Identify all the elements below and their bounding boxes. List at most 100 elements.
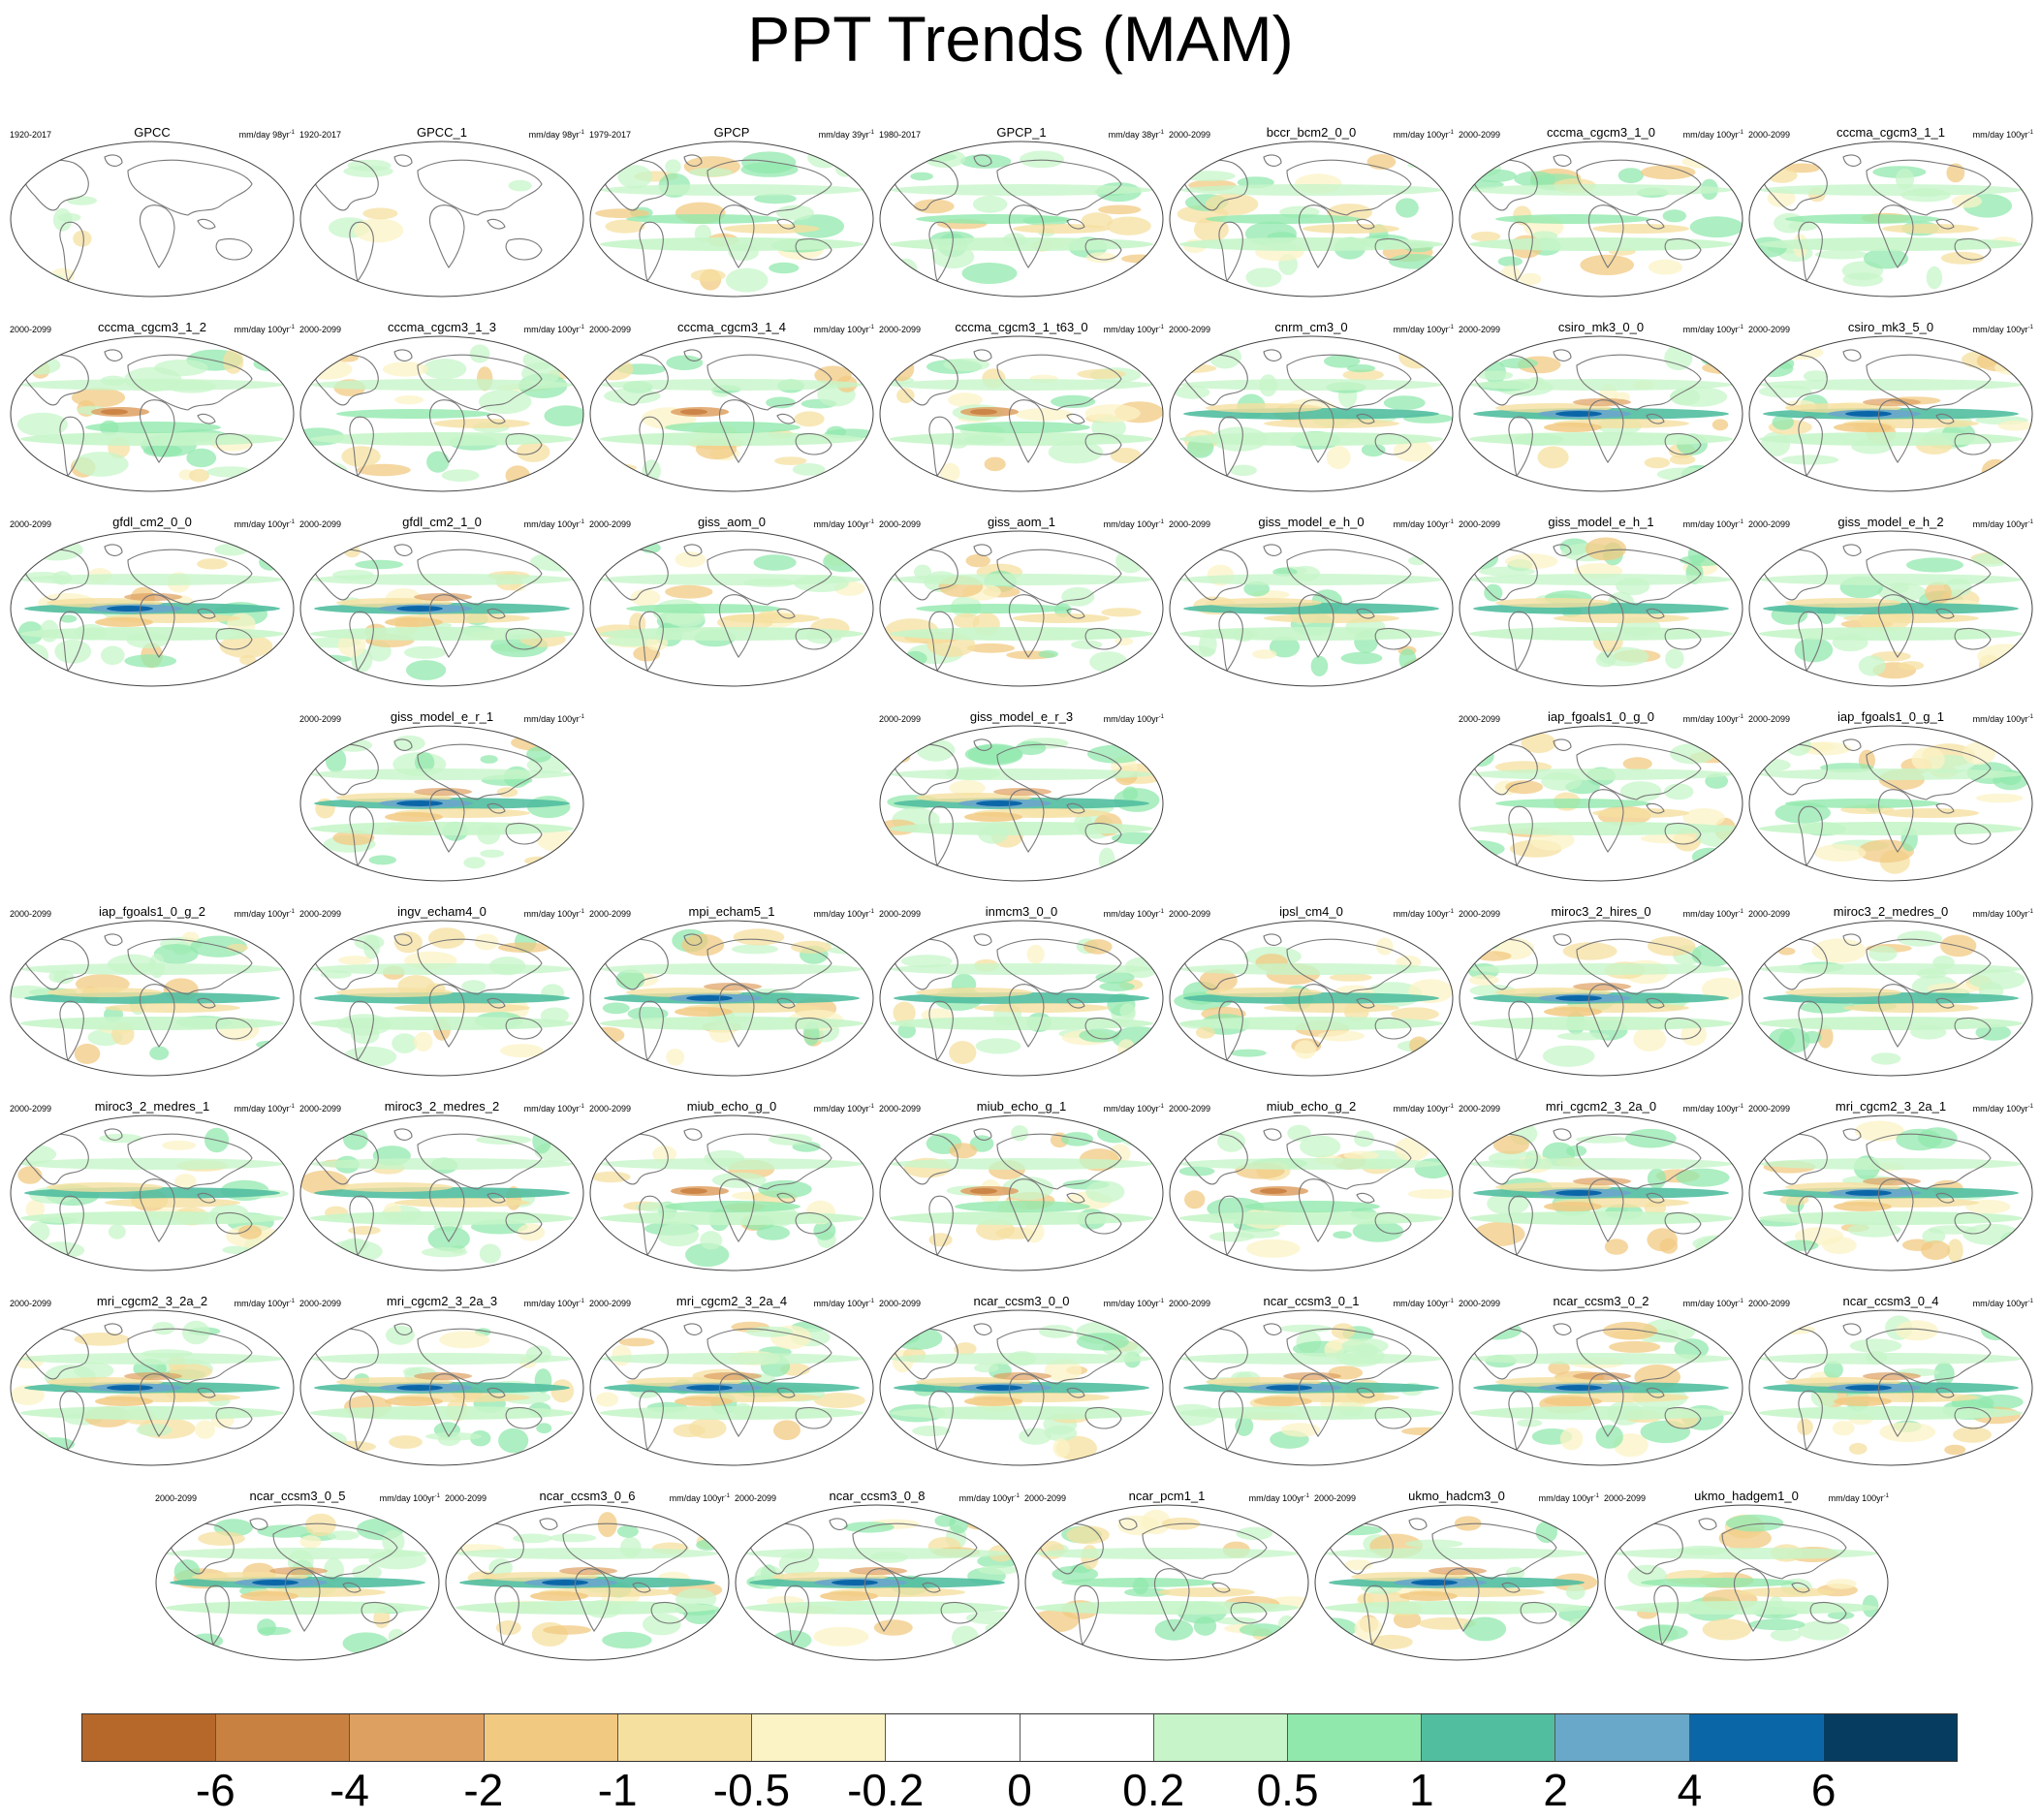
field-contour xyxy=(1266,1385,1312,1391)
field-contour xyxy=(336,409,491,419)
field-contour xyxy=(543,1625,591,1635)
field-contour xyxy=(1749,758,1791,772)
precip-field xyxy=(890,1123,1153,1263)
coastline xyxy=(1664,1017,1702,1040)
map-panel: mpi_echam5_1 2000-2099 mm/day 100yr-1 xyxy=(587,905,876,1082)
panel-period: 2000-2099 xyxy=(1748,714,1791,724)
map-border xyxy=(1169,1309,1454,1466)
panel-title: iap_fgoals1_0_g_0 xyxy=(1548,709,1654,724)
panel-units: mm/day 100yr-1 xyxy=(234,325,295,334)
field-contour xyxy=(1911,746,1945,772)
panel-period: 2000-2099 xyxy=(1169,1104,1211,1114)
colorbar-tick-label: -4 xyxy=(330,1765,370,1815)
map-border xyxy=(1748,1309,2033,1466)
map-panel: mri_cgcm2_3_2a_1 2000-2099 mm/day 100yr-1 xyxy=(1746,1100,2035,1276)
coastline xyxy=(922,1582,941,1593)
field-contour xyxy=(976,1385,1022,1391)
map-field xyxy=(879,1309,1164,1466)
field-contour xyxy=(237,1225,263,1239)
field-contour xyxy=(1662,209,1686,223)
field-contour xyxy=(686,995,733,1001)
panel-title: miroc3_2_hires_0 xyxy=(1551,904,1651,919)
panel-period: 1920-2017 xyxy=(10,130,52,140)
field-contour xyxy=(1870,1052,1901,1065)
coastline xyxy=(104,1128,123,1141)
colorbar-tick-label: -0.2 xyxy=(847,1765,925,1815)
map-border xyxy=(1459,530,1743,687)
coastline xyxy=(996,1133,1122,1190)
field-contour xyxy=(124,654,176,668)
field-contour xyxy=(1077,368,1126,380)
coastline xyxy=(795,1406,832,1429)
field-contour xyxy=(1020,150,1064,169)
field-contour xyxy=(690,268,726,282)
panel-units: mm/day 100yr-1 xyxy=(1103,519,1164,529)
coastline xyxy=(795,627,832,650)
map-field xyxy=(299,725,584,882)
field-contour xyxy=(1469,627,1733,641)
field-contour xyxy=(1785,598,1901,608)
field-contour xyxy=(542,1580,588,1585)
field-contour xyxy=(1785,799,1940,808)
field-contour xyxy=(1184,1190,1206,1209)
field-contour xyxy=(591,1171,631,1183)
coastline xyxy=(1066,608,1085,619)
field-contour xyxy=(1391,1007,1439,1021)
field-contour xyxy=(953,612,980,629)
field-contour xyxy=(1555,995,1602,1001)
field-contour xyxy=(1179,963,1443,975)
field-contour xyxy=(1469,822,1733,835)
coastline xyxy=(417,1133,543,1190)
colorbar-tick-label: -6 xyxy=(195,1765,236,1815)
field-contour xyxy=(20,643,48,669)
coastline xyxy=(1374,1211,1412,1235)
field-contour xyxy=(665,1201,801,1212)
map-border xyxy=(299,920,584,1077)
field-contour xyxy=(1409,1036,1429,1054)
field-contour xyxy=(1847,1222,1901,1238)
field-contour xyxy=(1566,1145,1587,1157)
field-contour xyxy=(1399,1591,1458,1601)
coastline xyxy=(1008,789,1045,853)
colorbar-tick-label: -2 xyxy=(463,1765,504,1815)
precip-field xyxy=(1755,1120,2029,1263)
field-contour xyxy=(600,963,864,975)
map-panel: GPCP_1 1980-2017 mm/day 38yr-1 xyxy=(877,126,1166,302)
field-contour xyxy=(1759,1017,2023,1030)
map-field xyxy=(299,1309,584,1466)
field-contour xyxy=(675,1396,733,1406)
field-contour xyxy=(1101,608,1142,617)
field-contour xyxy=(1895,1320,1938,1341)
coastline xyxy=(1328,1522,1394,1575)
field-contour xyxy=(530,1591,588,1601)
coastline xyxy=(1646,1192,1665,1204)
field-contour xyxy=(403,645,447,659)
coastline xyxy=(1356,413,1375,424)
colorbar-tick-label: 6 xyxy=(1810,1765,1837,1815)
field-contour xyxy=(343,1046,397,1068)
field-contour xyxy=(73,452,129,477)
field-contour xyxy=(95,1396,153,1406)
colorbar-segment xyxy=(350,1714,485,1761)
coastline xyxy=(1084,822,1122,845)
field-contour xyxy=(1179,184,1443,196)
coastline xyxy=(139,1373,175,1437)
coastline xyxy=(1842,933,1862,946)
panel-title: miub_echo_g_0 xyxy=(686,1099,777,1114)
field-contour xyxy=(223,348,244,374)
map-panel: mri_cgcm2_3_2a_4 2000-2099 mm/day 100yr-1 xyxy=(587,1295,876,1471)
map-border xyxy=(879,1114,1164,1271)
field-contour xyxy=(1329,973,1372,982)
map-border xyxy=(10,530,295,687)
field-contour xyxy=(1843,613,1979,623)
field-contour xyxy=(1229,464,1257,476)
field-contour xyxy=(1343,1150,1379,1160)
map-panel: gfdl_cm2_0_0 2000-2099 mm/day 100yr-1 xyxy=(8,516,297,692)
colorbar-segment xyxy=(82,1714,217,1761)
field-contour xyxy=(559,1567,617,1575)
field-contour xyxy=(302,359,353,380)
field-contour xyxy=(1609,1340,1661,1353)
map-panel: giss_model_e_r_3 2000-2099 mm/day 100yr-1 xyxy=(877,710,1166,887)
map-border xyxy=(879,725,1164,882)
coastline xyxy=(428,984,465,1048)
